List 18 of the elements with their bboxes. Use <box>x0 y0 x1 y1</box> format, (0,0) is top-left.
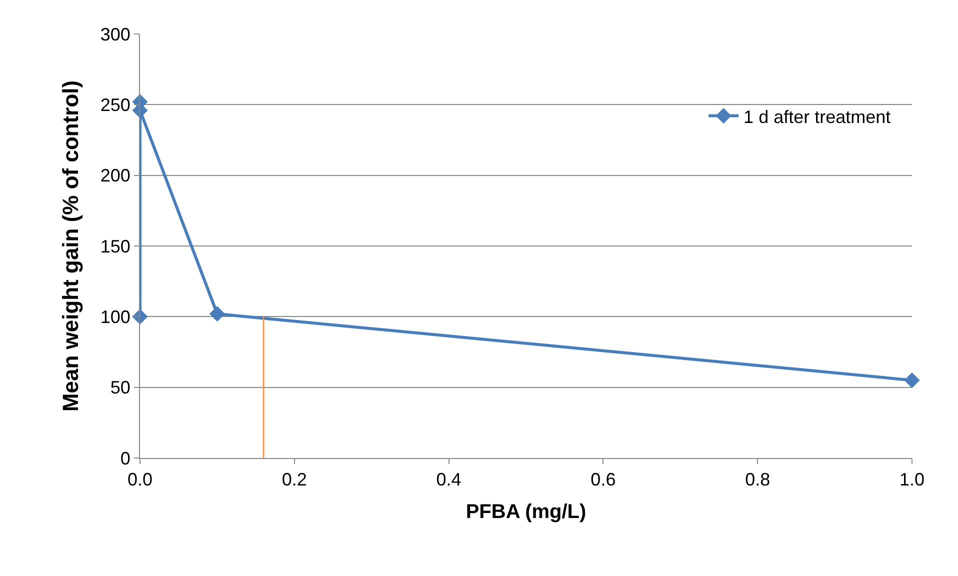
x-tick-label: 0.0 <box>127 470 153 490</box>
x-tick-label: 0.4 <box>436 470 462 490</box>
y-tick-label: 200 <box>100 166 130 186</box>
x-tick-label: 0.8 <box>745 470 770 490</box>
x-tick-label: 1.0 <box>899 470 925 490</box>
y-tick-label: 100 <box>100 306 130 327</box>
y-tick-label: 0 <box>120 448 130 468</box>
legend-label: 1 d after treatment <box>744 106 891 127</box>
point <box>209 306 225 322</box>
x-tick-label: 0.2 <box>282 470 307 490</box>
y-tick-label: 300 <box>100 24 130 44</box>
y-tick-label: 250 <box>100 94 130 115</box>
y-tick-label: 150 <box>100 236 130 256</box>
y-tick-label: 50 <box>110 378 130 398</box>
point <box>904 372 920 388</box>
x-tick-label: 0.6 <box>590 470 616 490</box>
y-axis-title: Mean weight gain (% of control) <box>58 80 84 412</box>
x-axis-title: PFBA (mg/L) <box>466 501 586 524</box>
